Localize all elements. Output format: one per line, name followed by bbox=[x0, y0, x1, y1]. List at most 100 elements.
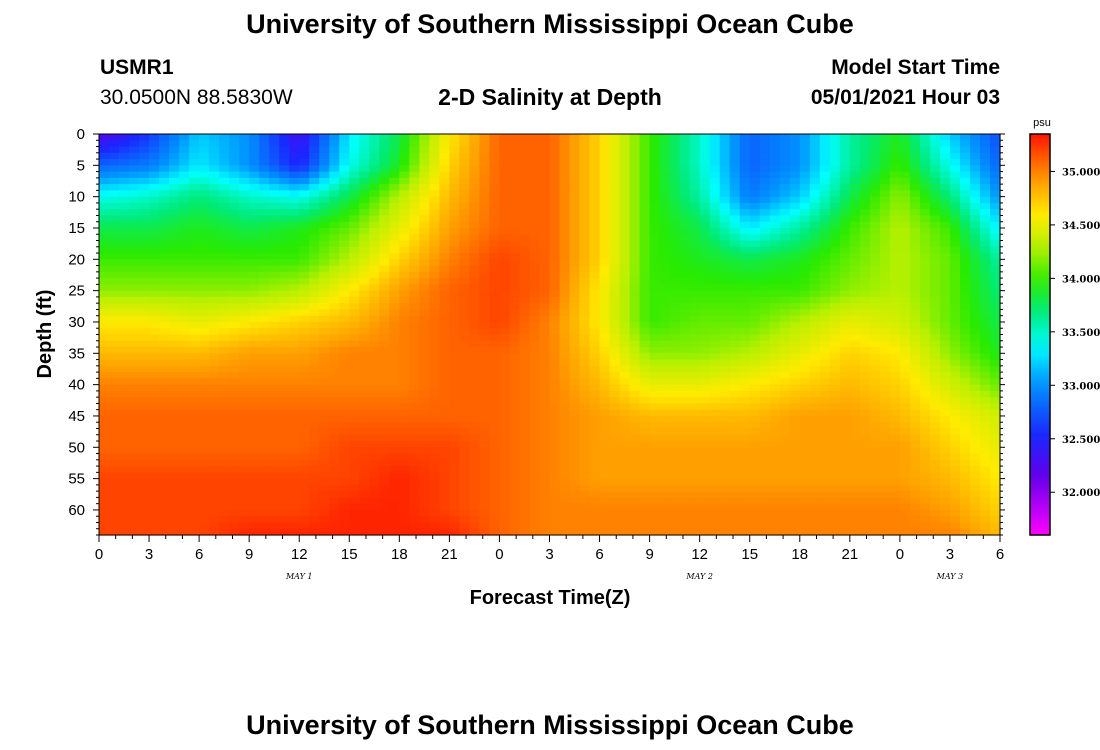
heatmap-cell bbox=[539, 227, 551, 235]
heatmap-cell bbox=[989, 409, 1001, 417]
heatmap-cell bbox=[569, 184, 581, 191]
heatmap-cell bbox=[439, 466, 450, 473]
heatmap-cell bbox=[959, 328, 971, 336]
heatmap-cell bbox=[799, 246, 811, 254]
heatmap-cell bbox=[209, 353, 220, 361]
heatmap-cell bbox=[619, 384, 631, 392]
heatmap-cell bbox=[739, 209, 751, 217]
heatmap-cell bbox=[119, 359, 130, 367]
heatmap-cell bbox=[179, 466, 190, 473]
heatmap-cell bbox=[249, 359, 260, 367]
heatmap-cell bbox=[599, 453, 611, 461]
heatmap-cell bbox=[549, 296, 561, 304]
heatmap-cell bbox=[649, 403, 661, 411]
heatmap-cell bbox=[459, 365, 471, 373]
heatmap-cell bbox=[469, 165, 481, 173]
heatmap-cell bbox=[519, 209, 531, 217]
heatmap-cell bbox=[349, 384, 360, 392]
heatmap-cell bbox=[609, 441, 621, 448]
heatmap-cell bbox=[339, 209, 350, 217]
heatmap-cell bbox=[429, 397, 440, 405]
heatmap-cell bbox=[819, 309, 831, 317]
heatmap-cell bbox=[299, 453, 310, 461]
heatmap-cell bbox=[219, 271, 230, 279]
heatmap-cell bbox=[399, 441, 410, 448]
heatmap-cell bbox=[739, 284, 751, 292]
heatmap-cell bbox=[179, 459, 190, 467]
heatmap-cell bbox=[709, 397, 721, 405]
heatmap-cell bbox=[809, 177, 821, 185]
heatmap-cell bbox=[139, 434, 150, 442]
heatmap-cell bbox=[759, 177, 771, 185]
heatmap-cell bbox=[269, 140, 280, 148]
heatmap-cell bbox=[679, 441, 691, 448]
heatmap-cell bbox=[789, 246, 801, 254]
heatmap-cell bbox=[489, 334, 501, 342]
heatmap-cell bbox=[969, 234, 981, 242]
heatmap-cell bbox=[169, 315, 180, 323]
heatmap-cell bbox=[659, 315, 671, 323]
heatmap-cell bbox=[529, 328, 541, 336]
heatmap-cell bbox=[629, 340, 641, 348]
heatmap-cell bbox=[409, 359, 420, 367]
heatmap-cell bbox=[969, 315, 981, 323]
heatmap-cell bbox=[959, 415, 971, 423]
heatmap-cell bbox=[809, 227, 821, 235]
heatmap-cell bbox=[209, 459, 220, 467]
heatmap-cell bbox=[219, 409, 230, 417]
heatmap-cell bbox=[679, 321, 691, 329]
heatmap-cell bbox=[309, 378, 320, 386]
heatmap-cell bbox=[569, 340, 581, 348]
heatmap-cell bbox=[319, 209, 330, 217]
heatmap-cell bbox=[289, 196, 300, 204]
heatmap-cell bbox=[879, 215, 891, 223]
heatmap-cell bbox=[339, 321, 350, 329]
heatmap-cell bbox=[209, 478, 220, 486]
heatmap-cell bbox=[469, 447, 481, 455]
heatmap-cell bbox=[489, 165, 501, 173]
heatmap-cell bbox=[929, 409, 941, 417]
heatmap-cell bbox=[969, 202, 981, 210]
heatmap-cell bbox=[889, 246, 901, 254]
heatmap-cell bbox=[799, 441, 811, 448]
heatmap-cell bbox=[479, 340, 491, 348]
heatmap-cell bbox=[119, 315, 130, 323]
heatmap-cell bbox=[639, 428, 651, 436]
heatmap-cell bbox=[399, 334, 410, 342]
heatmap-cell bbox=[689, 328, 701, 336]
heatmap-cell bbox=[479, 403, 491, 411]
heatmap-cell bbox=[209, 347, 220, 354]
heatmap-cell bbox=[859, 209, 871, 217]
heatmap-cell bbox=[139, 428, 150, 436]
heatmap-cell bbox=[319, 253, 330, 260]
heatmap-cell bbox=[829, 159, 841, 166]
heatmap-cell bbox=[899, 303, 911, 311]
heatmap-cell bbox=[329, 359, 340, 367]
heatmap-cell bbox=[829, 196, 841, 204]
heatmap-cell bbox=[179, 334, 190, 342]
heatmap-cell bbox=[189, 359, 200, 367]
heatmap-cell bbox=[399, 159, 410, 166]
heatmap-cell bbox=[299, 190, 310, 198]
heatmap-cell bbox=[169, 472, 180, 480]
heatmap-cell bbox=[289, 265, 300, 273]
heatmap-cell bbox=[189, 415, 200, 423]
heatmap-cell bbox=[129, 177, 140, 185]
heatmap-cell bbox=[169, 171, 180, 179]
heatmap-cell bbox=[649, 347, 661, 354]
heatmap-cell bbox=[899, 296, 911, 304]
heatmap-cell bbox=[929, 134, 941, 141]
heatmap-cell bbox=[529, 152, 541, 160]
heatmap-cell bbox=[369, 378, 380, 386]
heatmap-cell bbox=[289, 202, 300, 210]
heatmap-cell bbox=[159, 290, 170, 298]
heatmap-cell bbox=[369, 265, 380, 273]
heatmap-cell bbox=[129, 227, 140, 235]
heatmap-cell bbox=[379, 409, 390, 417]
heatmap-cell bbox=[209, 334, 220, 342]
heatmap-cell bbox=[819, 321, 831, 329]
heatmap-cell bbox=[819, 409, 831, 417]
heatmap-cell bbox=[229, 184, 240, 191]
heatmap-cell bbox=[619, 202, 631, 210]
heatmap-cell bbox=[659, 447, 671, 455]
